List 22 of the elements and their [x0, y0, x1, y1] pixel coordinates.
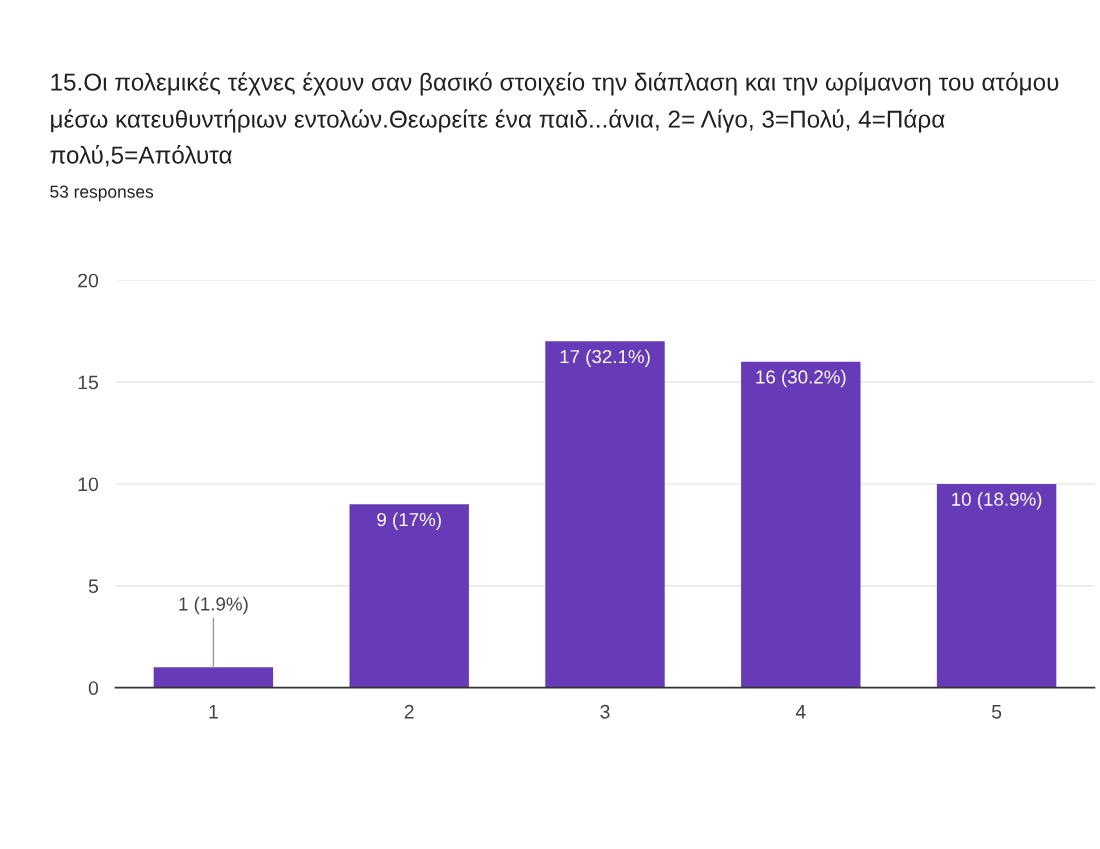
- x-tick-label: 1: [209, 705, 218, 719]
- y-tick-label: 10: [78, 477, 99, 492]
- y-tick-label: 15: [78, 375, 99, 390]
- data-label: 16 (30.2%): [756, 369, 846, 388]
- data-label: 1 (1.9%): [179, 596, 248, 615]
- bar: [936, 483, 1057, 688]
- y-tick-label: 20: [78, 273, 99, 288]
- bar: [545, 341, 665, 688]
- bar: [349, 504, 469, 688]
- x-tick-label: 2: [404, 704, 414, 719]
- bar: [741, 361, 861, 688]
- x-tick-label: 4: [795, 705, 806, 719]
- y-tick-label: 0: [88, 681, 99, 695]
- bar: [153, 667, 274, 688]
- chart-title: 15.Οι πολεμικές τέχνες έχουν σαν βασικό στοιχείο την διάπλαση και την ωρίμανση του ατόμου μέσω κατευθυντήριων εντολών.Θεωρείτε ένα παιδ...άνια, 2= Λίγο, 3=Πολύ, 4=Πάρα πολύ,5=Απόλυτα: [50, 72, 1059, 167]
- data-label: 17 (32.1%): [560, 349, 650, 367]
- y-tick-label: 5: [88, 579, 99, 594]
- data-label: 10 (18.9%): [952, 492, 1042, 510]
- x-tick-label: 3: [600, 704, 610, 719]
- data-label: 9 (17%): [377, 512, 441, 530]
- chart-subtitle: 53 responses: [50, 185, 154, 202]
- x-tick-label: 5: [991, 705, 1002, 719]
